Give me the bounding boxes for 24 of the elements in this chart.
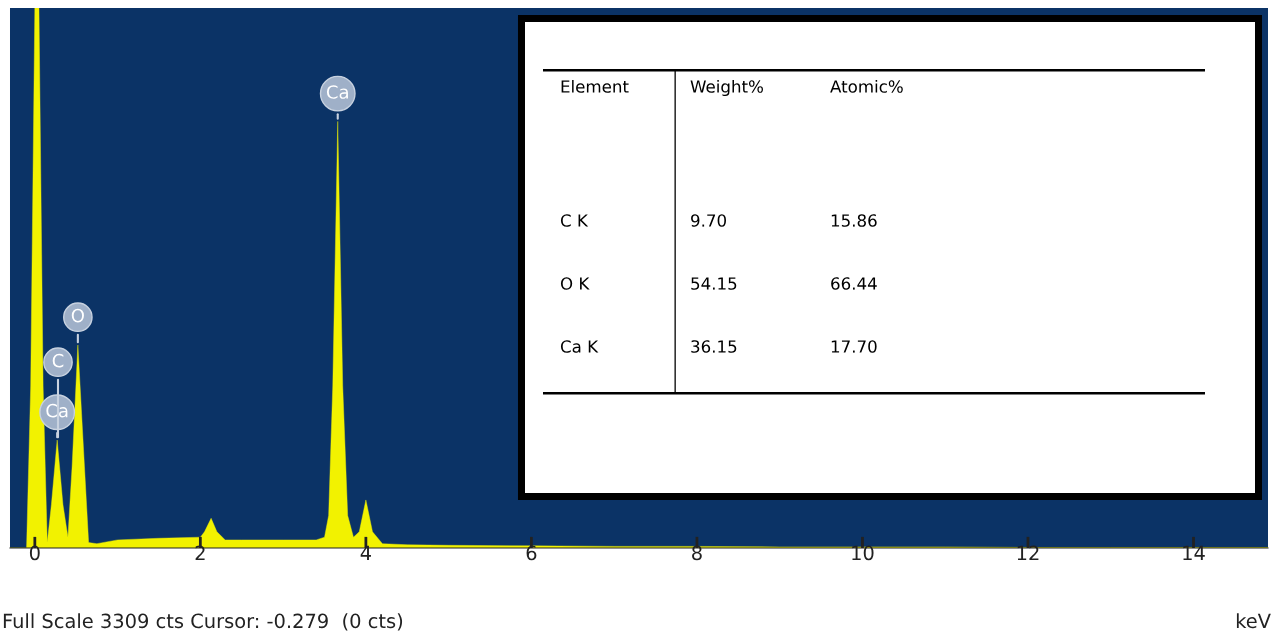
annotation: 36.15 <box>691 340 737 353</box>
x-tick-label: 10 <box>852 545 874 561</box>
annotation: Ca <box>326 85 348 99</box>
annotation: O <box>71 308 84 323</box>
x-axis-title: keV <box>1236 613 1271 629</box>
annotation: 15.86 <box>831 214 877 227</box>
category-label: Atomic% <box>830 79 903 93</box>
annotation: 54.15 <box>691 277 737 290</box>
category-label: Weight% <box>690 79 763 97</box>
annotation: C K <box>560 214 589 227</box>
text: Full Scale 3309 cts Cursor: -0.279 (0 cts) <box>3 613 403 631</box>
annotation: Ca K <box>560 340 599 353</box>
x-tick-label: 2 <box>195 545 205 560</box>
annotation: O K <box>560 277 590 290</box>
x-tick-label: 12 <box>1017 545 1039 560</box>
category-label: Element <box>561 79 629 93</box>
annotation: 9.70 <box>691 214 726 227</box>
annotation: 17.70 <box>831 340 877 353</box>
annotation: 66.44 <box>831 277 877 290</box>
x-tick-label: 14 <box>1183 545 1205 560</box>
annotation: Ca <box>46 403 68 418</box>
x-tick-label: 8 <box>692 545 702 561</box>
x-tick-label: 0 <box>29 545 40 561</box>
annotation: C <box>52 353 64 368</box>
